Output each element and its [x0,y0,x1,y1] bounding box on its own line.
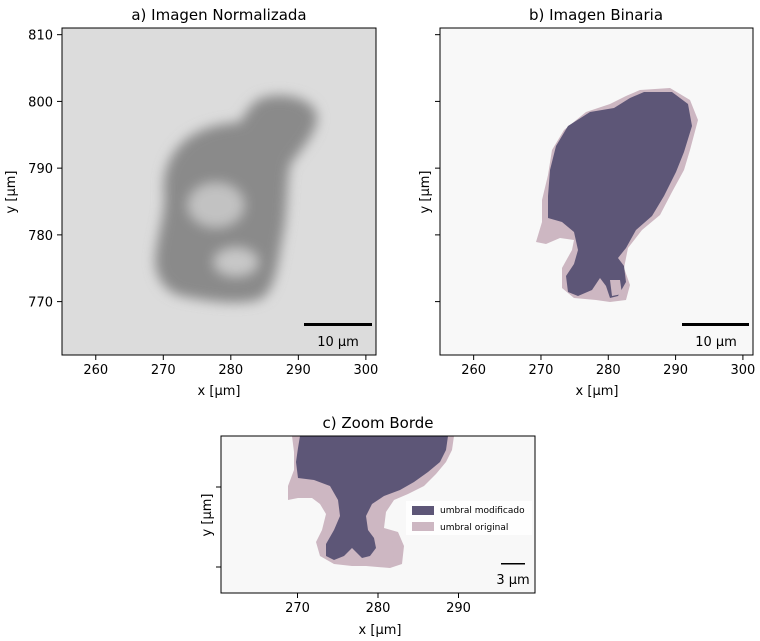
panel-a-frame [61,27,377,356]
panel-b-scalebar: 10 µm [682,323,749,350]
xtick-label: 290 [286,363,311,378]
particle-hole-upper [188,183,244,227]
panel-c-xlabel: x [µm] [359,623,402,638]
xtick-label: 260 [83,363,108,378]
panel-b-scalebar-line [682,323,749,326]
panel-a-scalebar-line [304,323,372,326]
xtick-label: 290 [446,601,471,616]
ytick-label: 800 [28,95,53,110]
legend-swatch-original [412,522,434,531]
ytick-label: 790 [28,162,53,177]
xtick-label: 280 [596,363,621,378]
xtick-label: 270 [529,363,554,378]
ytick-label: 770 [28,296,53,311]
panel-a-scalebar-label: 10 µm [317,335,359,350]
xtick-label: 300 [353,363,378,378]
panel-c-legend: umbral modificado umbral original [406,501,532,535]
mask-original-patch [610,280,622,296]
particle-grayscale [155,95,318,303]
panel-b-scalebar-label: 10 µm [695,335,737,350]
xtick-label: 270 [285,601,310,616]
xtick-label: 280 [366,601,391,616]
panel-a-xticks: 260 270 280 290 300 [83,355,378,378]
xtick-label: 290 [663,363,688,378]
panel-a-xlabel: x [µm] [198,384,241,399]
panel-c-xticks: 270 280 290 [285,593,471,616]
panel-a-image [62,28,376,355]
zoom-mask-modified-threshold [296,436,448,560]
panel-a-yticks: 770 780 790 800 810 [28,29,62,311]
xtick-label: 300 [730,363,755,378]
xtick-label: 260 [461,363,486,378]
panel-c-scalebar-label: 3 µm [496,573,529,588]
zoom-mask-modified-patch [378,538,394,560]
xtick-label: 280 [218,363,243,378]
panel-b: b) Imagen Binaria 260 270 280 290 300 x [µm]… [418,6,755,399]
particle-hole-lower [214,248,258,276]
panel-b-xticks: 260 270 280 290 300 [461,355,755,378]
panel-c-title: c) Zoom Borde [323,414,434,432]
mask-modified-threshold [548,92,692,298]
xtick-label: 270 [151,363,176,378]
panel-a-ylabel: y [µm] [4,171,19,214]
panel-b-title: b) Imagen Binaria [529,6,663,24]
panel-b-image [440,28,753,355]
panel-c-scalebar: 3 µm [496,563,530,588]
panel-a-title: a) Imagen Normalizada [131,6,306,24]
panel-c: c) Zoom Borde 270 280 290 x [µm] y [µm] um… [200,414,536,638]
legend-label-modified: umbral modificado [440,506,525,516]
panel-a: a) Imagen Normalizada 260 270 280 290 300 77… [4,6,378,399]
legend-swatch-modified [412,506,434,515]
ytick-label: 780 [28,229,53,244]
panel-b-xlabel: x [µm] [576,384,619,399]
panel-c-scalebar-line [501,563,525,565]
panel-c-ylabel: y [µm] [200,494,215,537]
panel-b-yticks [435,34,440,303]
ytick-label: 810 [28,29,53,44]
panel-c-yticks [216,486,221,568]
panel-b-ylabel: y [µm] [418,171,433,214]
legend-label-original: umbral original [440,523,508,533]
panel-a-scalebar: 10 µm [304,323,372,350]
panel-b-frame [439,27,754,356]
